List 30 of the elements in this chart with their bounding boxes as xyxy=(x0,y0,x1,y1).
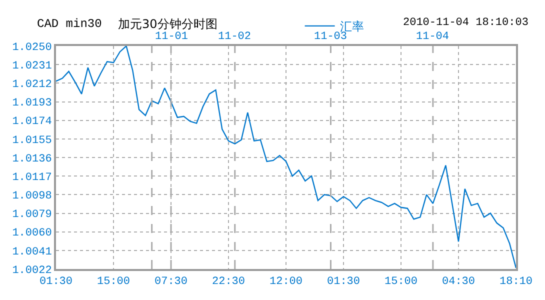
x-tick-label: 18:10 xyxy=(499,276,533,288)
y-tick-label: 1.0193 xyxy=(12,98,52,110)
y-tick-label: 1.0079 xyxy=(12,209,52,222)
text: 11-03 xyxy=(314,31,348,43)
x-tick-label: 15:00 xyxy=(96,276,130,288)
text: 2010-11-04 18:10:03 xyxy=(403,17,528,29)
line-series xyxy=(56,46,516,269)
x-tick-label: 04:30 xyxy=(442,276,476,288)
y-tick-label: 1.0136 xyxy=(12,153,52,166)
x-tick-label: 12:00 xyxy=(269,276,303,288)
chart-subtitle: 加元30分钟分时图 xyxy=(118,17,218,31)
y-tick-label: 1.0231 xyxy=(12,60,52,72)
y-tick-label: 1.0098 xyxy=(12,190,52,203)
y-tick-label: 1.0041 xyxy=(12,246,52,258)
y-tick-label: 1.0022 xyxy=(12,264,52,277)
text: 11-01 xyxy=(155,31,188,43)
text: 11-02 xyxy=(218,31,252,43)
y-tick-label: 1.0212 xyxy=(12,79,52,92)
y-tick-label: 1.0060 xyxy=(12,228,52,240)
x-tick-label: 01:30 xyxy=(326,276,360,288)
chart-title: CAD min30 xyxy=(37,17,102,31)
x-tick-label: 01:30 xyxy=(39,276,73,288)
x-tick-label: 15:00 xyxy=(384,276,418,288)
x-tick-label: 22:30 xyxy=(212,276,246,288)
x-tick-label: 07:30 xyxy=(154,276,188,288)
y-tick-label: 1.0155 xyxy=(12,134,52,147)
y-tick-label: 1.0250 xyxy=(12,42,52,54)
y-tick-label: 1.0174 xyxy=(12,116,52,128)
text: 11-04 xyxy=(416,31,450,43)
y-tick-label: 1.0117 xyxy=(12,172,52,184)
